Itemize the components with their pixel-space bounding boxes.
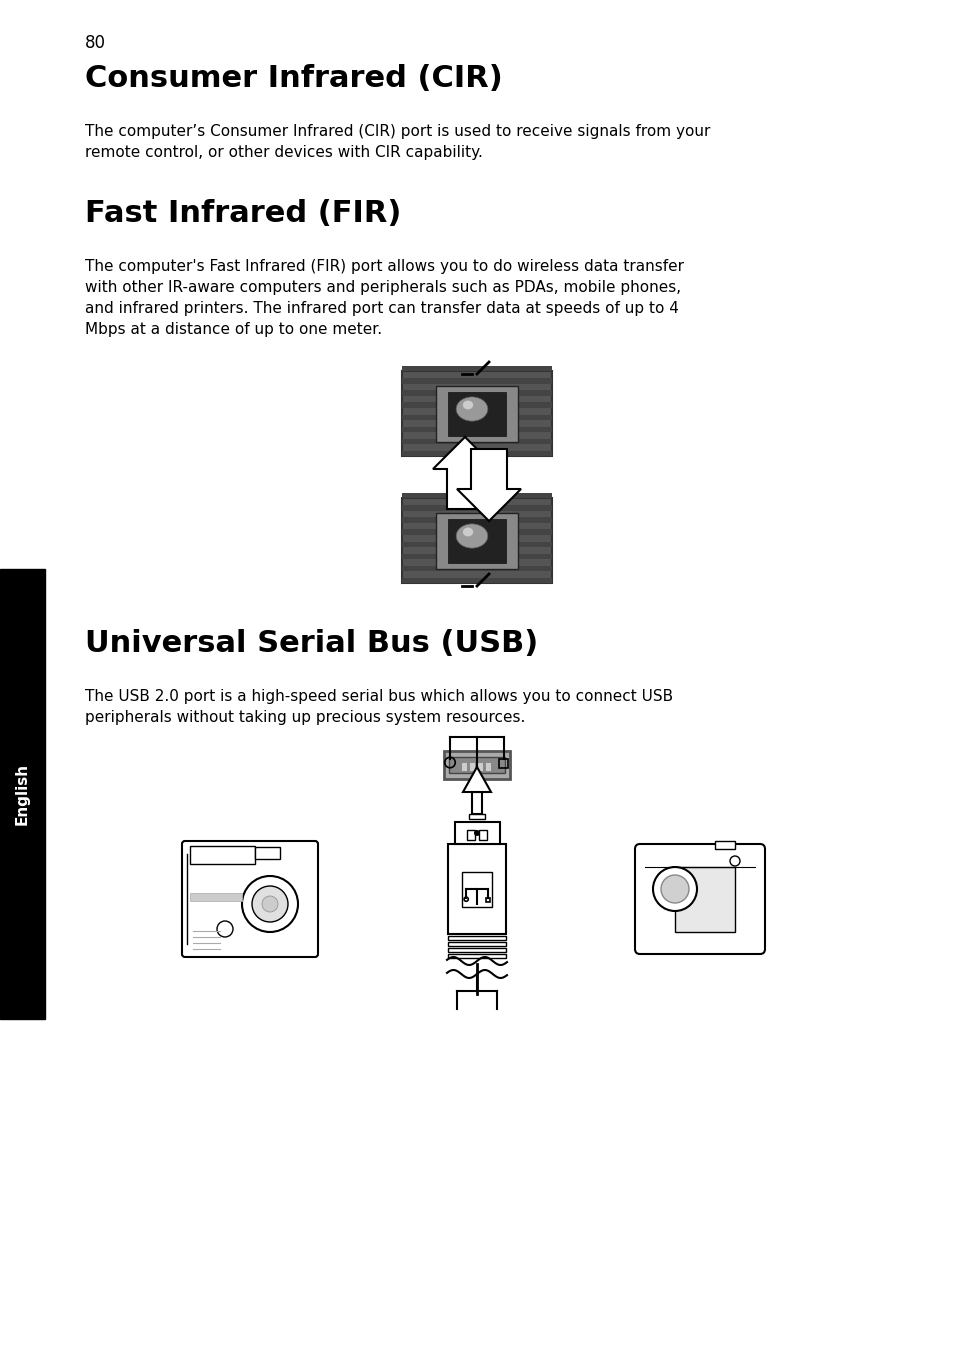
Bar <box>436 513 517 568</box>
Bar <box>469 815 484 819</box>
FancyBboxPatch shape <box>635 845 764 954</box>
Circle shape <box>262 895 277 912</box>
Bar <box>254 847 280 858</box>
Bar <box>448 954 505 958</box>
Bar <box>462 763 467 771</box>
Text: 80: 80 <box>85 34 106 52</box>
Bar <box>401 498 552 583</box>
FancyBboxPatch shape <box>182 841 317 957</box>
Bar <box>401 578 552 583</box>
Bar <box>401 450 552 456</box>
Bar <box>190 846 254 864</box>
Bar <box>448 942 505 946</box>
Bar <box>401 493 552 498</box>
Bar <box>401 439 552 445</box>
Text: The computer’s Consumer Infrared (CIR) port is used to receive signals from your: The computer’s Consumer Infrared (CIR) p… <box>85 125 710 160</box>
Circle shape <box>660 875 688 904</box>
Bar <box>401 565 552 571</box>
Bar <box>401 505 552 511</box>
Bar <box>478 763 483 771</box>
Polygon shape <box>456 449 520 522</box>
Text: The computer's Fast Infrared (FIR) port allows you to do wireless data transfer
: The computer's Fast Infrared (FIR) port … <box>85 259 683 337</box>
Circle shape <box>652 867 697 910</box>
Bar <box>0 570 45 1019</box>
Bar <box>714 841 734 849</box>
Bar <box>401 542 552 548</box>
Bar <box>401 366 552 371</box>
Bar <box>486 763 491 771</box>
Bar <box>485 898 489 902</box>
Circle shape <box>474 830 479 836</box>
Text: Universal Serial Bus (USB): Universal Serial Bus (USB) <box>85 628 537 658</box>
Bar <box>478 830 486 841</box>
Polygon shape <box>462 767 491 793</box>
Bar <box>470 763 475 771</box>
Bar <box>401 517 552 523</box>
Bar <box>401 553 552 559</box>
Bar <box>436 386 517 442</box>
Bar <box>467 830 475 841</box>
Bar <box>190 893 242 901</box>
Bar <box>448 845 505 934</box>
Bar <box>401 530 552 535</box>
Bar <box>454 821 499 845</box>
Ellipse shape <box>456 397 487 422</box>
Bar <box>499 760 508 768</box>
Circle shape <box>216 921 233 936</box>
Bar <box>401 378 552 383</box>
Ellipse shape <box>462 527 473 537</box>
Bar <box>444 752 509 779</box>
Ellipse shape <box>456 524 487 548</box>
Text: Consumer Infrared (CIR): Consumer Infrared (CIR) <box>85 64 502 93</box>
Text: Fast Infrared (FIR): Fast Infrared (FIR) <box>85 199 401 229</box>
Circle shape <box>252 886 288 921</box>
Bar <box>401 402 552 408</box>
Ellipse shape <box>462 401 473 409</box>
Bar <box>448 947 505 951</box>
Circle shape <box>729 856 740 867</box>
Bar <box>401 371 552 456</box>
Bar <box>448 392 505 437</box>
Polygon shape <box>433 437 497 509</box>
Circle shape <box>242 876 297 932</box>
Bar <box>675 867 734 931</box>
Bar <box>461 872 492 906</box>
Bar <box>472 793 481 815</box>
Text: The USB 2.0 port is a high-speed serial bus which allows you to connect USB
peri: The USB 2.0 port is a high-speed serial … <box>85 689 673 726</box>
Bar <box>401 415 552 420</box>
Text: English: English <box>15 763 30 826</box>
Bar <box>449 757 504 773</box>
Bar <box>448 519 505 563</box>
Bar <box>448 936 505 941</box>
Bar <box>401 427 552 433</box>
Bar <box>401 390 552 396</box>
